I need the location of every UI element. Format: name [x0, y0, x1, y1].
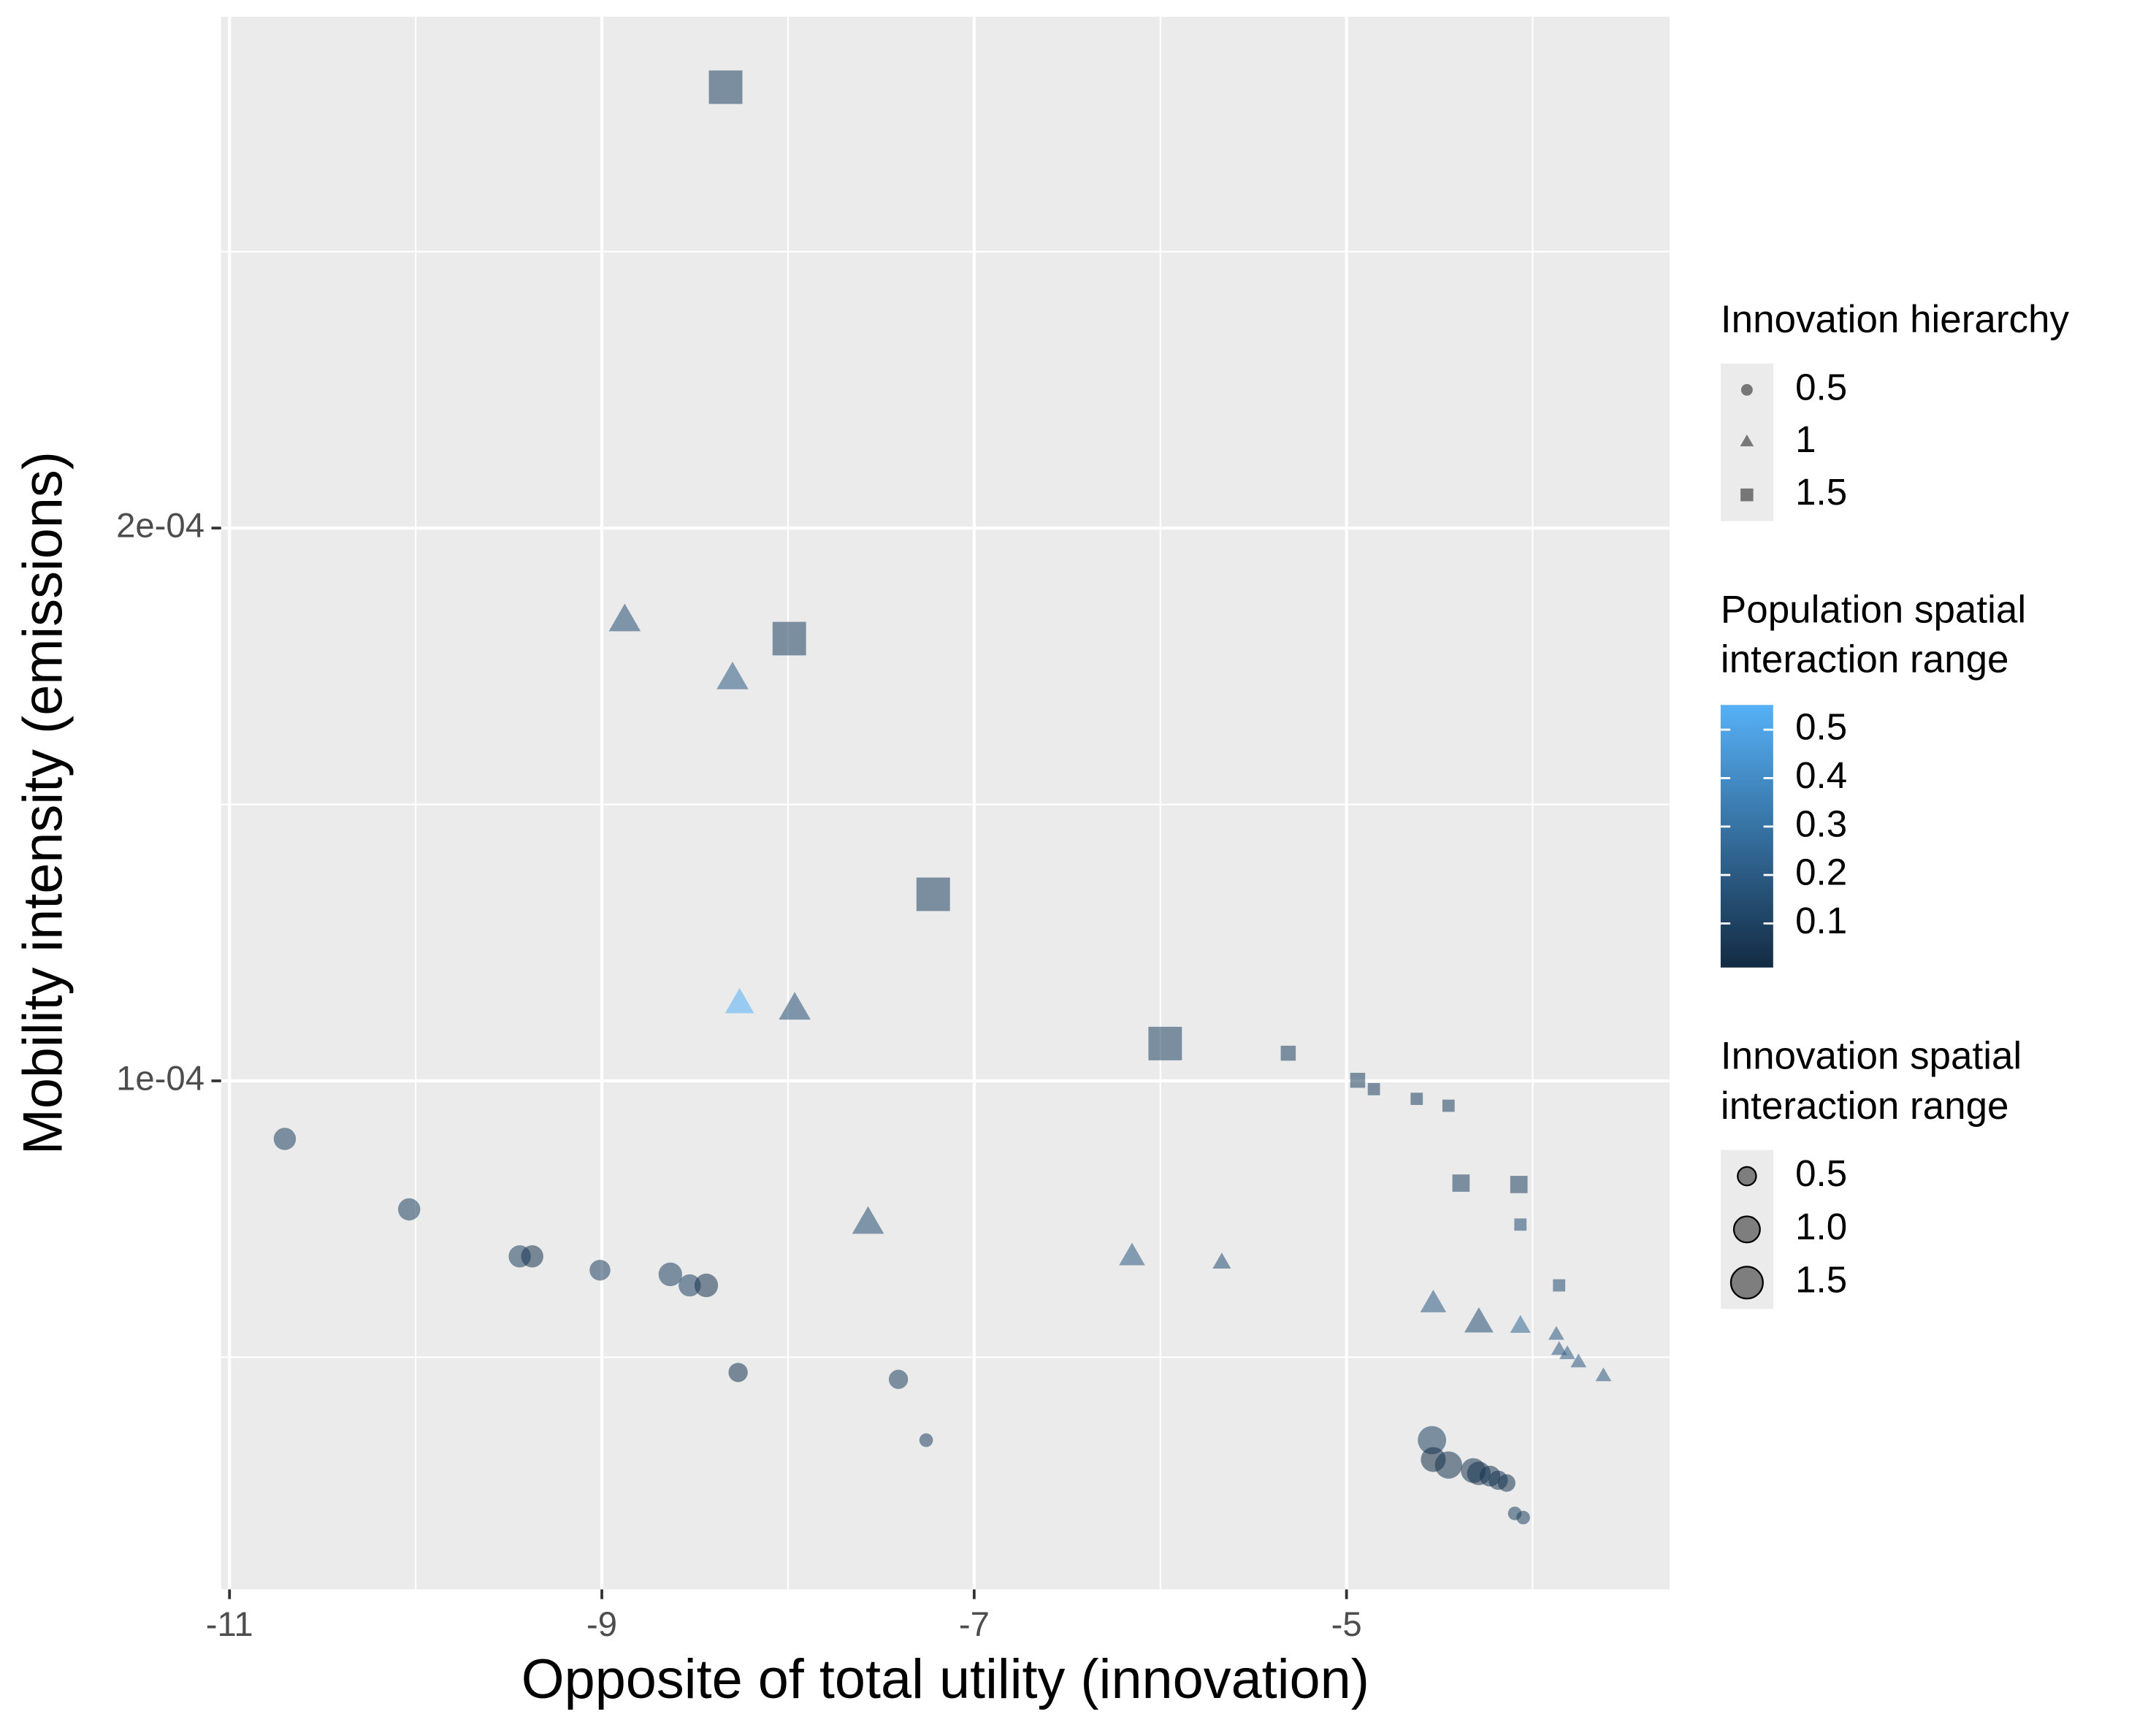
- point: [1410, 1093, 1423, 1105]
- legend-size-key: [1732, 1215, 1761, 1244]
- point: [1514, 1218, 1527, 1231]
- point: [1551, 1341, 1567, 1355]
- colorbar-label: 0.5: [1795, 706, 1847, 748]
- legend-label: 1: [1795, 418, 1816, 460]
- point: [694, 1273, 719, 1298]
- legend-title: Population spatial: [1721, 588, 2026, 631]
- x-axis-title: Opposite of total utility (innovation): [521, 1648, 1369, 1710]
- colorbar-label: 0.2: [1795, 852, 1847, 893]
- point: [1510, 1315, 1531, 1333]
- x-tick-label: -11: [206, 1605, 253, 1644]
- point: [658, 1262, 683, 1287]
- point: [716, 662, 749, 689]
- y-axis-title: Mobility intensity (emissions): [12, 451, 74, 1155]
- legend-label: 0.5: [1795, 1152, 1847, 1194]
- point: [608, 603, 641, 632]
- point: [1212, 1252, 1231, 1269]
- point: [708, 70, 743, 104]
- colorbar-label: 0.3: [1795, 803, 1847, 844]
- point: [1119, 1242, 1145, 1266]
- legend-title: Innovation hierarchy: [1721, 298, 2070, 341]
- point: [779, 992, 811, 1020]
- point: [916, 877, 950, 911]
- point: [852, 1206, 884, 1234]
- y-tick-label: 2e-04: [116, 507, 204, 546]
- legend-title: interaction range: [1721, 638, 2009, 681]
- colorbar-label: 0.4: [1795, 754, 1847, 796]
- point: [888, 1369, 909, 1389]
- point: [273, 1128, 297, 1150]
- point: [678, 1274, 701, 1297]
- point: [1280, 1045, 1296, 1061]
- x-tick-label: -5: [1331, 1605, 1362, 1644]
- x-tick-label: -7: [959, 1605, 990, 1644]
- point: [725, 987, 754, 1014]
- legend-key: [1740, 383, 1753, 396]
- colorbar: [1720, 705, 1773, 968]
- point: [728, 1363, 748, 1382]
- point: [1595, 1367, 1612, 1382]
- legend-label: 0.5: [1795, 366, 1847, 408]
- legend-title: Innovation spatial: [1721, 1035, 2022, 1078]
- x-tick-label: -9: [586, 1605, 617, 1644]
- point: [919, 1433, 933, 1447]
- point: [397, 1198, 421, 1221]
- point: [1420, 1289, 1447, 1312]
- point: [1464, 1307, 1494, 1333]
- point: [772, 621, 806, 656]
- point: [1434, 1451, 1462, 1479]
- point: [1516, 1510, 1530, 1525]
- point: [1367, 1082, 1380, 1095]
- colorbar-label: 0.1: [1795, 900, 1847, 941]
- point: [1553, 1279, 1566, 1292]
- point: [1350, 1072, 1366, 1088]
- panel: [221, 16, 1670, 1590]
- point: [1510, 1176, 1528, 1193]
- y-tick-label: 1e-04: [116, 1059, 204, 1098]
- point: [1559, 1345, 1575, 1359]
- point: [589, 1259, 611, 1281]
- legend-key: [1740, 435, 1754, 447]
- point: [1148, 1026, 1182, 1060]
- legend-size-key: [1729, 1266, 1764, 1300]
- point: [1418, 1426, 1447, 1455]
- point: [1570, 1353, 1587, 1368]
- point: [1452, 1174, 1470, 1192]
- legend-label: 1.0: [1795, 1206, 1847, 1247]
- legend-size-key: [1737, 1166, 1757, 1187]
- point: [1548, 1326, 1564, 1340]
- point: [1497, 1474, 1515, 1492]
- legend-label: 1.5: [1795, 471, 1847, 513]
- legend-title: interaction range: [1721, 1085, 2009, 1128]
- point: [1442, 1099, 1455, 1112]
- legend-key: [1740, 488, 1754, 502]
- point: [521, 1245, 543, 1268]
- legend-label: 1.5: [1795, 1259, 1847, 1301]
